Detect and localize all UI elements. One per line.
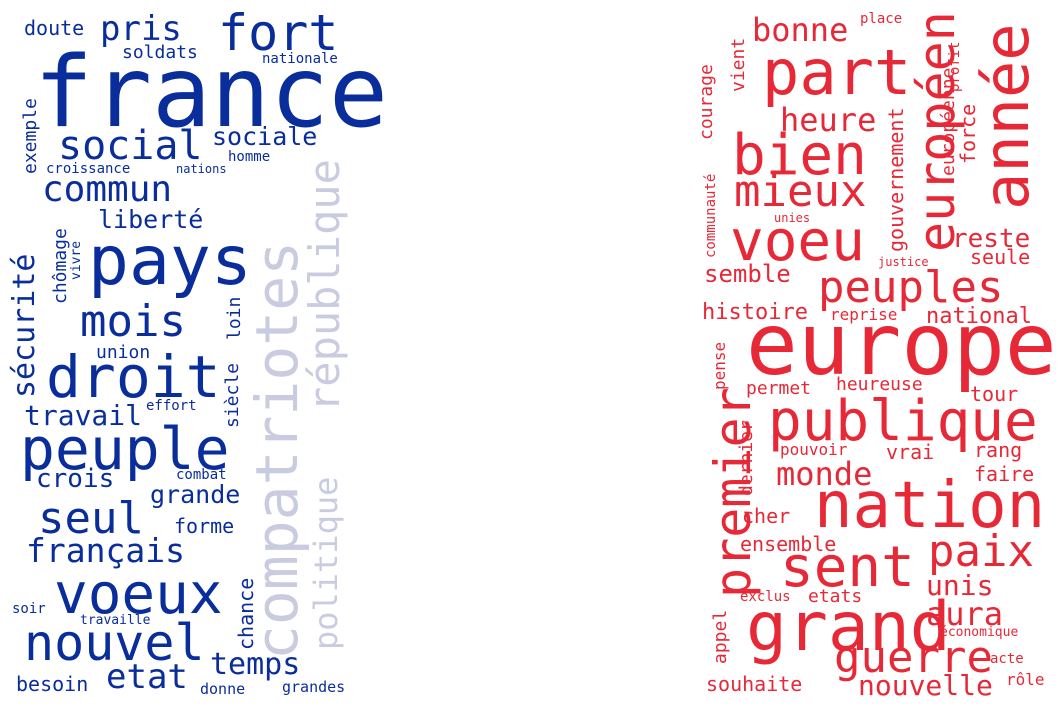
word: union [96,342,151,363]
word: nations [176,162,227,176]
word: grandes [282,678,346,696]
word: français [26,531,185,570]
word: reprise [830,305,898,324]
word: liberté [98,205,204,234]
word: sociale [212,122,318,151]
word: force [956,103,980,164]
word: rôle [1006,670,1045,689]
word: droit [46,343,221,411]
word: économique [940,625,1019,640]
word: croissance [46,161,131,177]
word: nationale [262,51,338,67]
word: exemple [20,98,41,174]
word: gouvernement [884,107,908,253]
word: dernier [736,420,757,496]
word: social [58,123,203,169]
word: communauté [703,173,719,258]
word: etats [808,586,863,607]
word: bien [732,123,867,188]
word: ensemble [740,532,837,556]
word: nation [814,469,1046,543]
word: part [762,36,912,109]
word: peuples [818,262,1004,313]
word: guerre [834,632,993,683]
word: sécurité [7,253,42,399]
word: commun [42,169,173,210]
word: france [34,36,389,150]
word: fort [218,4,339,62]
word: paix [928,526,1034,577]
word: seul [38,493,144,544]
word: chômage [50,228,71,304]
word: rang [974,438,1023,462]
word: vrai [886,440,935,464]
word: pense [710,341,729,390]
word: soldats [122,42,198,63]
word: exclus [740,589,791,605]
word: mois [80,296,186,347]
word: travail [24,399,143,432]
word: donne [200,680,246,698]
word: voeu [730,209,865,274]
word: peuple [20,415,230,483]
word: vient [728,37,749,92]
word: européenne [938,67,959,176]
word: mieux [734,166,867,217]
word: pouvoir [780,440,848,459]
word: permet [746,378,812,399]
word: soir [12,601,46,617]
word: unis [926,569,994,602]
word: semble [704,260,791,288]
word: reste [952,224,1031,254]
word: crois [36,464,115,494]
word: grande [150,480,241,509]
word: aura [926,595,1004,633]
word: seule [970,245,1031,269]
word: appel [710,609,731,664]
word: forme [174,514,235,538]
word: année [970,23,1043,210]
word: politique [307,476,345,650]
word: homme [228,149,271,165]
word: cher [742,504,791,528]
word: bonne [752,11,849,49]
word: monde [776,455,873,493]
word: pris [100,9,182,49]
word: national [926,304,1032,329]
word: sent [780,535,915,600]
word: doute [24,16,85,40]
word: heureuse [836,374,923,395]
word: souhaite [706,672,803,696]
word: nouvel [24,614,205,672]
word: pays [88,222,252,301]
word: travaille [80,613,151,628]
left-word-cloud: france pays droit peuple voeux nouvel fo… [0,0,388,713]
word: justice [878,255,929,269]
word: courage [696,64,717,140]
right-word-cloud: europe part bien voeu mieux peuples publ… [690,0,1060,713]
word: heure [780,101,877,139]
word: histoire [702,300,808,325]
word: besoin [16,672,89,696]
word: république [300,159,349,412]
word: siècle [222,362,243,428]
word: publique [768,389,1038,454]
word: combat [176,467,227,483]
word: acte [990,651,1024,667]
word: faire [974,462,1035,486]
word: unies [774,211,811,225]
word: effort [146,398,197,414]
word: grand [746,588,951,667]
word: compatriotes [243,240,311,660]
word: europe [746,295,1057,395]
word: place [860,11,903,27]
word: temps [210,647,301,682]
word: voeux [54,562,223,627]
word: loin [224,296,245,340]
word: vivre [69,240,84,280]
word: nouvelle [858,669,993,702]
word: tour [970,382,1019,406]
word: etat [106,657,188,697]
